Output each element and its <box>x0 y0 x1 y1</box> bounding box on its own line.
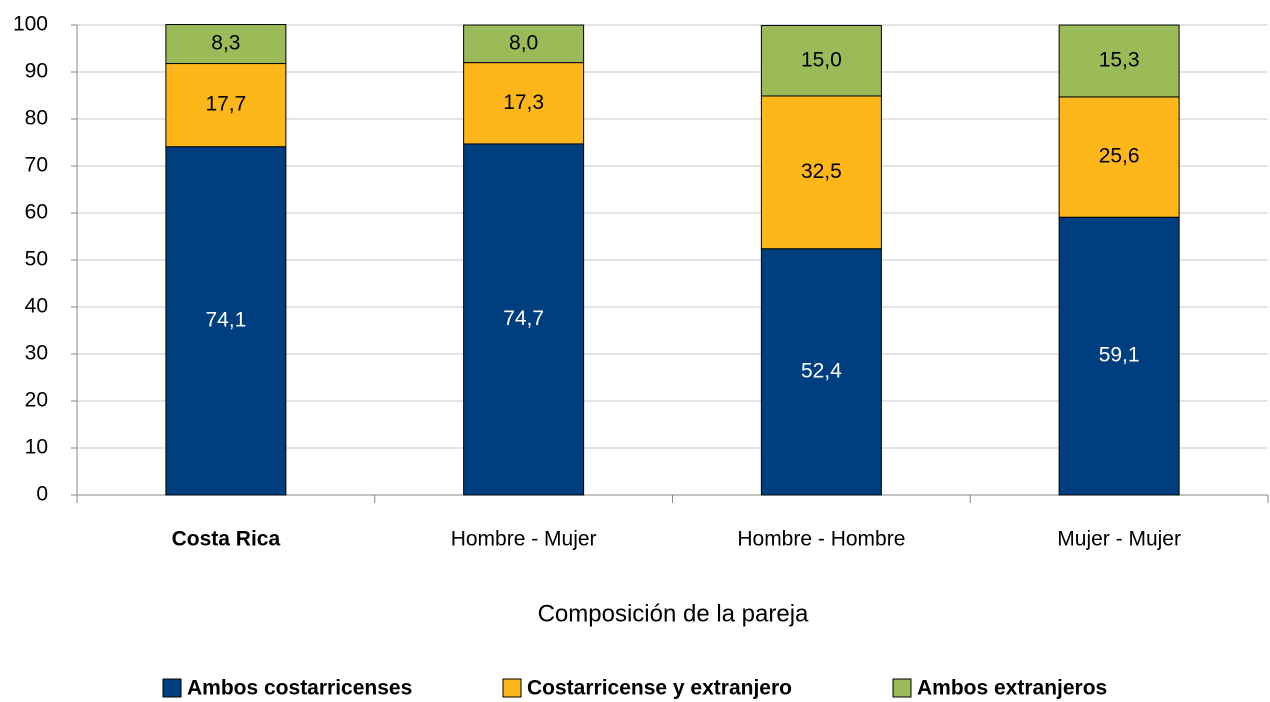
data-label: 8,0 <box>509 31 538 54</box>
legend-label: Costarricense y extranjero <box>527 677 792 700</box>
legend-swatch <box>502 678 522 698</box>
bar-segment <box>165 63 287 148</box>
bar-segment <box>760 248 882 496</box>
data-label: 15,0 <box>801 48 842 71</box>
bar-segment <box>165 146 287 496</box>
y-tick-label: 100 <box>13 13 48 36</box>
data-label: 25,6 <box>1099 145 1140 168</box>
data-label: 52,4 <box>801 359 842 382</box>
y-tick-label: 30 <box>25 342 48 365</box>
x-tick-label: Mujer - Mujer <box>1057 528 1181 551</box>
data-label: 17,7 <box>205 93 246 116</box>
x-axis-title: Composición de la pareja <box>538 600 809 627</box>
data-label: 17,3 <box>503 91 544 114</box>
bar-segment <box>463 62 585 145</box>
y-tick-label: 90 <box>25 60 48 83</box>
y-tick-label: 60 <box>25 201 48 224</box>
bar-segment <box>1058 216 1180 496</box>
y-tick-label: 80 <box>25 107 48 130</box>
data-label: 59,1 <box>1099 344 1140 367</box>
legend-swatch <box>162 678 182 698</box>
bar-segment <box>1058 24 1180 98</box>
legend-swatch <box>892 678 912 698</box>
legend-label: Ambos extranjeros <box>917 677 1107 700</box>
legend-label: Ambos costarricenses <box>187 677 412 700</box>
data-label: 15,3 <box>1099 49 1140 72</box>
y-tick-label: 40 <box>25 295 48 318</box>
y-tick-label: 10 <box>25 436 48 459</box>
bar-segment <box>760 24 882 97</box>
data-label: 32,5 <box>801 160 842 183</box>
y-tick-label: 0 <box>36 483 48 506</box>
y-tick-label: 20 <box>25 389 48 412</box>
data-label: 74,1 <box>205 308 246 331</box>
y-tick-label: 50 <box>25 248 48 271</box>
x-tick-label: Costa Rica <box>172 528 281 551</box>
x-tick-label: Hombre - Hombre <box>737 528 905 551</box>
bar-segment <box>1058 96 1180 218</box>
data-label: 8,3 <box>211 32 240 55</box>
x-tick-label: Hombre - Mujer <box>451 528 597 551</box>
bar-segment <box>165 24 287 65</box>
bar-segment <box>760 95 882 250</box>
bar-segment <box>463 24 585 64</box>
y-tick-label: 70 <box>25 154 48 177</box>
data-label: 74,7 <box>503 307 544 330</box>
